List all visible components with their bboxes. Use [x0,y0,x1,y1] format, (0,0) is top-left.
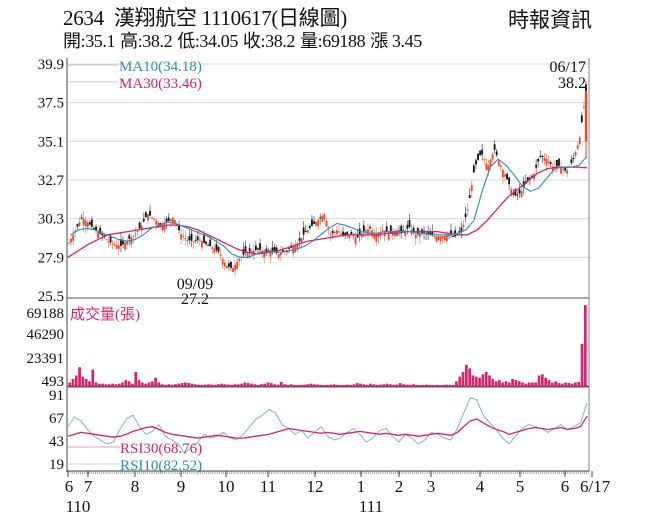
ma10-line [70,155,588,258]
volume-tick-label: 493 [42,374,65,390]
close-value: 收:38.2 [242,31,296,51]
price-tick-label: 39.9 [38,57,64,73]
x-tick-label: 9 [177,477,186,496]
stock-name-date: 漢翔航空 1110617(日線圖) [113,6,347,30]
rsi30-legend-label: RSI30(68.76) [120,441,202,457]
x-tick-label: 10 [218,477,235,496]
price-tick-label: 30.3 [38,212,64,228]
price-tick-label: 32.7 [38,173,65,189]
rsi-tick-label: 91 [49,388,64,404]
x-tick-label: 6 [65,477,74,496]
low-date-annotation: 09/09 [177,276,213,293]
x-tick-label: 11 [260,477,276,496]
high-value: 高:38.2 [120,31,173,51]
x-axis-ticks [67,471,593,477]
rsi30-line [67,415,588,439]
x-tick-label: 8 [131,477,140,496]
volume-tick-label: 46290 [27,327,65,343]
x-tick-label: 12 [307,477,324,496]
price-tick-label: 27.9 [38,250,64,266]
x-tick-label: 4 [476,477,485,496]
x-tick-label: 5 [516,477,525,496]
low-value-annotation: 27.2 [181,291,209,308]
open-value: 開:35.1 [63,31,116,51]
price-tick-label: 25.5 [38,289,64,305]
chart-title: 2634 漢翔航空 1110617(日線圖) [63,6,347,30]
rsi-tick-label: 19 [49,457,64,473]
volume-tick-label: 23391 [27,351,65,367]
year-label: 110 [66,497,91,516]
last-value-annotation: 38.2 [558,75,586,92]
price-tick-label: 37.5 [38,96,64,112]
year-label: 111 [359,497,383,516]
rsi10-line [67,397,588,455]
price-y-axis-labels: 39.9 37.5 35.1 32.7 30.3 27.9 25.5 [38,57,65,305]
rsi-y-axis-labels: 91 67 43 19 [49,388,65,473]
volume-tick-label: 69188 [27,306,65,322]
x-tick-label: 6/17 [580,477,611,496]
price-gridlines [68,63,589,258]
rsi-panel: 91 67 43 19 RSI30(68.76) RSI10(82.52) [49,388,588,474]
rsi-tick-label: 67 [49,411,65,427]
price-panel: 39.9 37.5 35.1 32.7 30.3 27.9 25.5 MA10(34.18)… [38,57,589,308]
volume-bars [68,305,589,387]
low-value: 低:34.05 [177,31,238,51]
x-tick-label: 6 [561,477,570,496]
panel-frames [66,58,590,472]
x-tick-label: 1 [357,477,366,496]
x-tick-label: 7 [84,477,93,496]
candlesticks [68,80,588,277]
volume-legend-label: 成交量(張) [70,305,140,323]
rsi-tick-label: 43 [49,434,64,450]
stock-code: 2634 [63,6,104,30]
change-value: 漲 3.45 [370,31,422,51]
volume-value: 量:69188 [300,31,366,51]
ma-legend: MA10(34.18) MA30(33.46) [68,59,202,92]
x-tick-label: 3 [427,477,436,496]
rsi10-legend-label: RSI10(82.52) [120,458,202,474]
last-date-annotation: 06/17 [550,59,586,76]
volume-y-axis-labels: 69188 46290 23391 493 [27,306,65,390]
volume-panel: 69188 46290 23391 493 成交量(張) [27,305,589,390]
ohlc-summary: 開:35.1 高:38.2 低:34.05 收:38.2 量:69188 漲 3.45 [63,30,427,52]
ma30-legend-label: MA30(33.46) [119,76,202,92]
x-tick-label: 2 [395,477,404,496]
price-tick-label: 35.1 [38,134,64,150]
brand-label: 時報資訊 [508,8,592,32]
ma10-legend-label: MA10(34.18) [119,59,202,75]
